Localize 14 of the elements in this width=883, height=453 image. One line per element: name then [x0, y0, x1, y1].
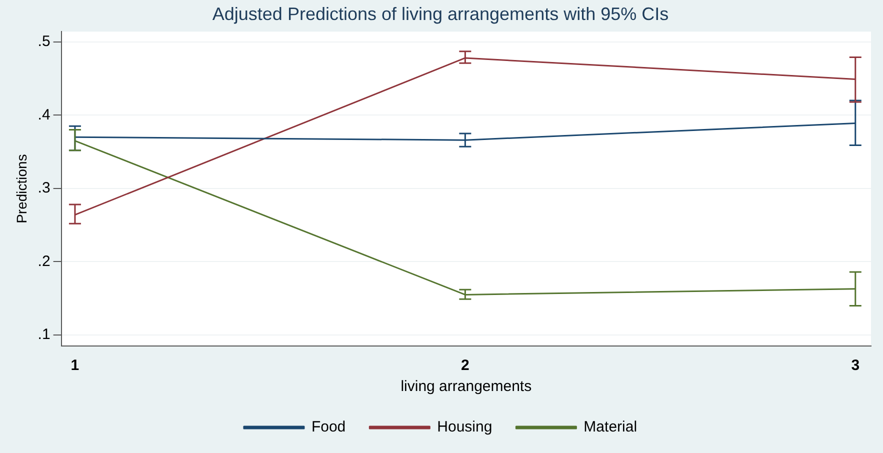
y-tick-label: .3: [38, 180, 50, 197]
chart-title: Adjusted Predictions of living arrangements with 95% CIs: [212, 4, 669, 24]
legend-label: Material: [584, 418, 638, 436]
legend-label: Food: [311, 418, 346, 436]
x-tick-label: 2: [461, 357, 470, 374]
y-axis-title: Predictions: [13, 154, 30, 224]
y-tick-label: .1: [38, 326, 50, 344]
x-axis-title: living arrangements: [400, 378, 532, 396]
y-tick-label: .4: [38, 106, 50, 124]
x-tick-label: 1: [70, 357, 80, 374]
y-tick-label: .5: [38, 33, 50, 50]
x-tick-label: 3: [851, 357, 860, 374]
y-tick-label: .2: [38, 252, 50, 270]
legend-label: Housing: [437, 418, 492, 436]
